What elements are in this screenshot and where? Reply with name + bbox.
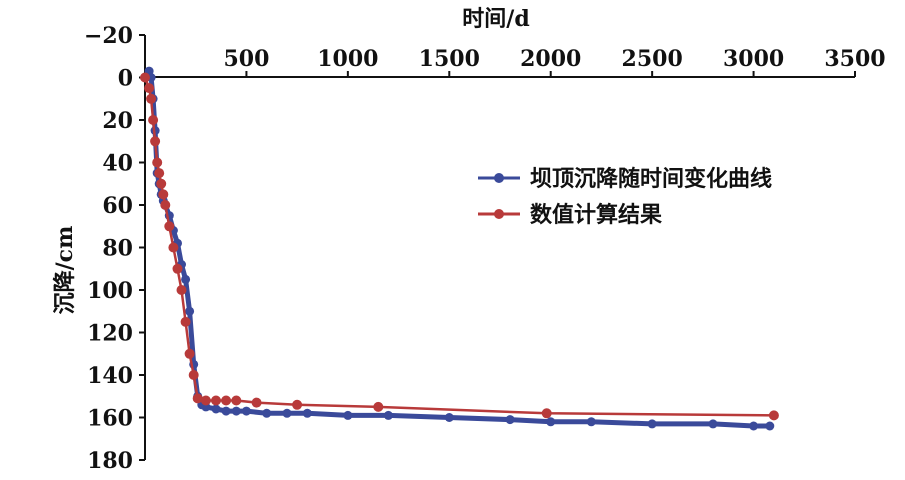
data-point <box>154 168 165 179</box>
data-point <box>231 406 241 416</box>
legend-label: 坝顶沉降随时间变化曲线 <box>530 166 772 192</box>
data-point <box>148 115 159 125</box>
series-2 <box>140 72 779 421</box>
data-point <box>383 410 393 420</box>
data-point <box>586 417 596 427</box>
data-point <box>302 408 312 418</box>
data-point <box>749 421 759 431</box>
data-point <box>262 408 272 418</box>
y-tick-label: 40 <box>102 151 133 177</box>
x-tick-label: 1500 <box>419 46 480 72</box>
y-tick-label: 140 <box>87 363 133 389</box>
data-point <box>164 221 175 232</box>
data-point <box>251 397 262 408</box>
data-point <box>192 393 203 404</box>
data-point <box>221 406 231 416</box>
data-point <box>546 417 556 427</box>
data-point <box>647 419 657 429</box>
x-tick-label: 500 <box>223 46 269 72</box>
data-point <box>181 274 191 284</box>
data-point <box>150 136 161 147</box>
data-point <box>200 395 211 406</box>
data-point <box>146 93 157 104</box>
y-tick-label: 120 <box>87 321 133 347</box>
data-point <box>144 83 155 94</box>
data-point <box>172 263 183 274</box>
data-point <box>444 413 454 422</box>
x-tick-label: 2500 <box>622 46 683 72</box>
y-tick-label: −20 <box>84 23 133 49</box>
data-point <box>152 157 163 168</box>
data-point <box>231 395 242 406</box>
series-layer <box>140 66 779 431</box>
data-point <box>343 410 353 420</box>
data-point <box>140 72 150 83</box>
x-tick-label: 2000 <box>520 46 581 72</box>
data-point <box>158 189 169 200</box>
legend-swatch-marker <box>494 173 504 183</box>
data-point <box>180 316 191 327</box>
legend-item: 数值计算结果 <box>478 202 662 228</box>
data-point <box>156 178 167 189</box>
y-tick-label: 20 <box>102 108 133 134</box>
x-tick-label: 3500 <box>824 46 885 72</box>
data-point <box>765 421 775 431</box>
x-tick-label: 3000 <box>723 46 784 72</box>
legend-item: 坝顶沉降随时间变化曲线 <box>478 166 772 192</box>
data-point <box>176 285 187 295</box>
axes-layer: −20 0 20 40 60 80 100 120 140 160 180 500 1000 1500 20… <box>84 23 886 474</box>
y-tick-label: 80 <box>102 236 133 262</box>
data-point <box>185 306 195 316</box>
y-tick-label: 60 <box>102 193 133 219</box>
data-point <box>282 408 292 418</box>
data-point <box>160 200 171 210</box>
data-point <box>373 401 384 412</box>
y-tick-label: 180 <box>87 448 133 474</box>
data-point <box>188 370 199 380</box>
series-line <box>143 77 774 417</box>
data-point <box>541 408 552 419</box>
y-tick-label: 100 <box>87 278 133 304</box>
data-point <box>221 395 232 406</box>
data-point <box>168 242 179 253</box>
x-tick-label: 1000 <box>317 46 378 72</box>
data-point <box>211 404 221 414</box>
series-1 <box>140 66 775 431</box>
data-point <box>708 419 718 429</box>
data-point <box>184 348 195 359</box>
y-tick-label: 0 <box>118 66 133 92</box>
data-point <box>768 410 779 421</box>
y-axis-title: 沉降/cm <box>52 226 78 315</box>
y-tick-label: 160 <box>87 406 133 432</box>
data-point <box>211 395 221 406</box>
data-point <box>241 406 251 416</box>
legend-swatch-marker <box>494 209 504 219</box>
legend-label: 数值计算结果 <box>530 202 662 228</box>
series-line <box>142 68 770 429</box>
data-point <box>292 399 303 410</box>
x-axis-title: 时间/d <box>462 6 529 32</box>
data-point <box>505 415 515 425</box>
